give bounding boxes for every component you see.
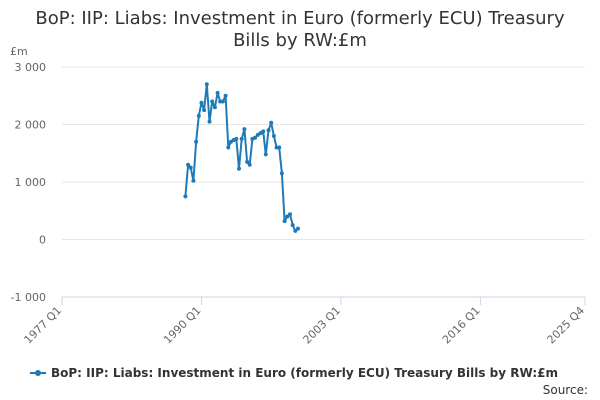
data-point xyxy=(183,194,188,199)
chart-title-line-1: BoP: IIP: Liabs: Investment in Euro (for… xyxy=(35,8,565,29)
data-point xyxy=(271,134,276,138)
data-point xyxy=(279,171,284,176)
data-point xyxy=(282,219,287,224)
data-point xyxy=(210,99,215,104)
legend-series-marker xyxy=(30,368,46,378)
chart-title-line-2: Bills by RW:£m xyxy=(233,30,367,51)
data-point xyxy=(247,162,252,167)
x-tick-label: 2003 Q1 xyxy=(301,304,344,347)
series-line xyxy=(184,83,299,232)
data-point xyxy=(253,135,258,140)
data-point xyxy=(186,162,191,167)
data-point xyxy=(220,99,225,104)
data-point xyxy=(237,166,241,171)
y-tick-label: 0 xyxy=(39,234,46,247)
data-point xyxy=(285,214,290,219)
x-axis: 1977 Q1 1990 Q1 2003 Q1 2016 Q1 2025 Q4 xyxy=(22,296,588,347)
legend[interactable]: BoP: IIP: Liabs: Investment in Euro (for… xyxy=(30,366,558,380)
data-point xyxy=(191,178,196,183)
data-point xyxy=(202,108,207,113)
data-point xyxy=(293,228,298,233)
x-tick-label: 2016 Q1 xyxy=(440,304,483,347)
data-point xyxy=(242,127,247,132)
data-point xyxy=(277,145,282,150)
y-tick-label: 1 000 xyxy=(15,176,47,189)
data-point xyxy=(288,212,292,217)
data-point xyxy=(188,165,193,170)
chart-title: BoP: IIP: Liabs: Investment in Euro (for… xyxy=(0,8,600,52)
y-axis: -1 000 0 1 000 2 000 3 000 £m xyxy=(10,45,46,304)
y-tick-label: 2 000 xyxy=(15,119,47,132)
data-point xyxy=(296,226,300,231)
legend-series-label: BoP: IIP: Liabs: Investment in Euro (for… xyxy=(51,366,559,380)
data-point xyxy=(239,136,244,141)
data-point xyxy=(199,100,204,105)
y-tick-label: 3 000 xyxy=(15,61,47,74)
data-point xyxy=(290,223,295,228)
data-point xyxy=(266,128,271,133)
x-tick-label: 1977 Q1 xyxy=(22,304,65,347)
data-point xyxy=(212,105,217,110)
x-tick-label: 1990 Q1 xyxy=(161,304,204,347)
data-point xyxy=(263,152,268,157)
plot-area xyxy=(183,82,300,233)
data-point xyxy=(204,82,209,87)
data-point xyxy=(269,120,274,125)
data-point xyxy=(207,119,212,124)
data-point xyxy=(226,145,231,150)
data-point xyxy=(223,93,228,98)
x-tick-label: 2025 Q4 xyxy=(545,304,588,347)
y-tick-label: -1 000 xyxy=(11,291,46,304)
source-label: Source: xyxy=(542,383,588,397)
data-point xyxy=(245,159,250,164)
data-point xyxy=(194,139,199,144)
gridlines xyxy=(62,66,585,298)
data-point xyxy=(234,136,239,141)
data-point xyxy=(215,90,220,95)
y-axis-unit-label: £m xyxy=(10,45,28,58)
data-point xyxy=(196,113,201,118)
data-point xyxy=(261,129,266,134)
